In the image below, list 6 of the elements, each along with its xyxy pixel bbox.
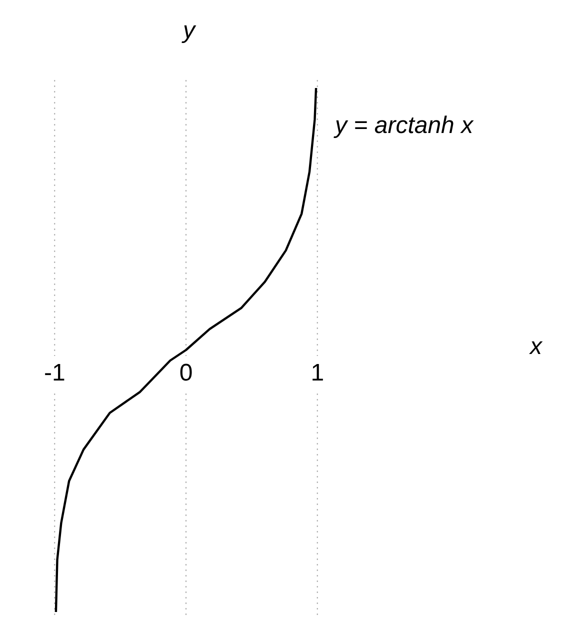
y-axis-title: y <box>181 17 197 44</box>
text: x <box>529 333 543 360</box>
x-tick-label: -1 <box>44 359 66 386</box>
x-tick-label: 1 <box>310 359 324 386</box>
text: y = arctanh x <box>333 112 474 139</box>
x-tick-label: 0 <box>179 359 193 386</box>
